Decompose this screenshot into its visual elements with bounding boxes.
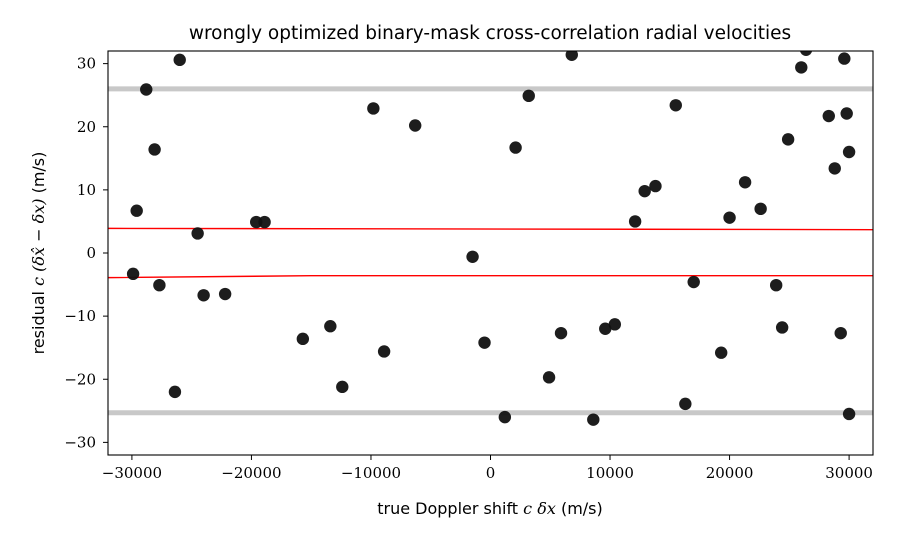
data-point	[795, 61, 808, 74]
data-point	[258, 215, 271, 229]
data-points	[126, 51, 856, 426]
data-point	[324, 320, 337, 333]
fit-line-1	[108, 227, 873, 231]
data-point	[522, 89, 535, 103]
y-tick-label: 0	[86, 244, 96, 262]
plot-frame	[107, 50, 874, 456]
data-point	[218, 287, 232, 301]
data-point	[197, 289, 210, 302]
y-axis-ticks: −30 −20 −10 0 10 20 30	[64, 55, 108, 451]
data-point	[799, 51, 813, 56]
fit-lines	[108, 227, 873, 279]
data-point	[599, 322, 612, 335]
plot-area	[108, 51, 873, 426]
y-axis-label-suffix: (m/s)	[29, 152, 48, 199]
data-point	[336, 380, 349, 394]
x-tick-label: −30000	[102, 464, 162, 482]
data-point	[842, 407, 856, 421]
x-axis-label-math: c δx	[523, 499, 556, 518]
data-point	[542, 371, 556, 384]
data-point	[126, 267, 140, 281]
data-point	[723, 211, 736, 224]
tolerance-bands	[108, 86, 873, 416]
x-tick-label: 0	[486, 464, 496, 482]
data-point	[130, 204, 143, 217]
data-point	[822, 109, 835, 123]
y-tick-label: 20	[77, 118, 96, 136]
data-point	[669, 99, 682, 112]
data-point	[296, 332, 310, 346]
x-tick-label: −10000	[341, 464, 401, 482]
data-point	[509, 141, 522, 154]
data-point	[769, 278, 783, 292]
data-point	[140, 83, 153, 96]
data-point	[554, 326, 568, 340]
data-point	[828, 162, 841, 175]
data-point	[148, 143, 161, 156]
fit-line-2	[108, 275, 873, 279]
data-point	[466, 250, 479, 263]
data-point	[638, 184, 651, 198]
x-tick-label: 30000	[825, 464, 873, 482]
data-point	[608, 318, 622, 331]
x-axis-label-suffix: (m/s)	[556, 499, 603, 518]
data-point	[191, 227, 204, 240]
y-tick-label: 10	[77, 181, 96, 199]
data-point	[168, 385, 182, 399]
x-axis-ticks: −30000 −20000 −10000 0 10000 20000 30000	[102, 455, 873, 482]
x-axis-label-prefix: true Doppler shift	[377, 499, 523, 518]
y-tick-label: −10	[64, 307, 96, 325]
data-point	[687, 275, 700, 289]
data-point	[738, 176, 752, 189]
data-point	[834, 326, 847, 340]
x-axis-label: true Doppler shift c δx (m/s)	[377, 499, 603, 518]
data-point	[377, 345, 391, 358]
data-point	[628, 215, 642, 228]
data-point	[838, 52, 851, 65]
y-tick-label: −30	[64, 433, 96, 451]
data-point	[840, 107, 853, 120]
chart-title: wrongly optimized binary-mask cross-corr…	[189, 23, 791, 44]
data-point	[367, 102, 380, 115]
data-point	[781, 133, 795, 146]
y-tick-label: 30	[77, 55, 96, 73]
y-axis-label: residual c (δx̂ − δx) (m/s)	[29, 152, 48, 355]
y-axis-label-prefix: residual	[29, 286, 48, 354]
x-tick-label: 20000	[706, 464, 754, 482]
data-point	[587, 413, 600, 426]
x-tick-label: 10000	[586, 464, 634, 482]
data-point	[649, 179, 662, 193]
data-point	[714, 346, 728, 359]
x-tick-label: −20000	[221, 464, 281, 482]
data-point	[775, 321, 789, 334]
data-point	[478, 336, 491, 349]
data-point	[173, 53, 186, 67]
data-point	[842, 145, 856, 159]
data-point	[754, 202, 767, 216]
data-point	[408, 119, 422, 132]
data-point	[498, 410, 512, 424]
y-tick-label: −20	[64, 370, 96, 388]
data-point	[565, 51, 578, 61]
y-axis-label-math: c (δx̂ − δx)	[29, 198, 48, 285]
data-point	[153, 278, 166, 292]
data-point	[679, 397, 692, 411]
